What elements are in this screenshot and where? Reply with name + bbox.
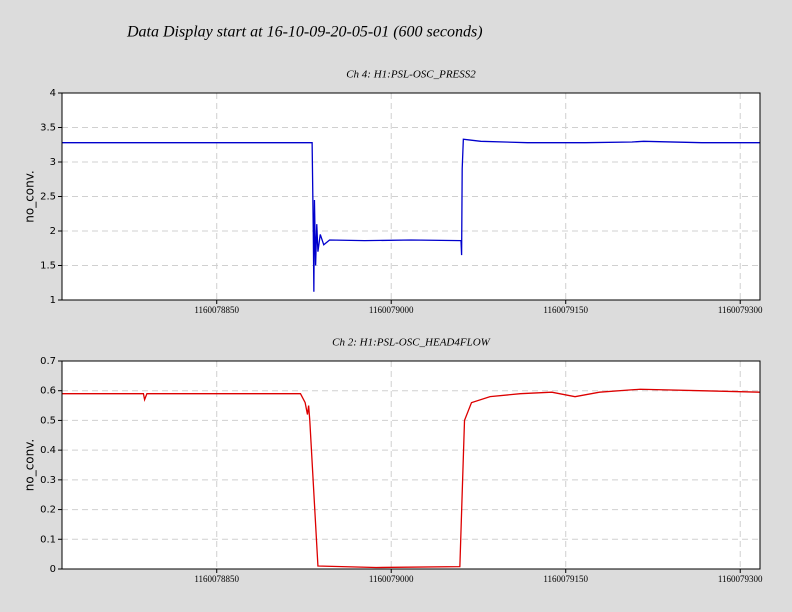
y-axis-label: no_conv. [23, 170, 37, 222]
y-tick-label: 1 [50, 295, 56, 306]
y-tick-label: 3 [50, 157, 56, 168]
x-tick-label: 1160079000 [369, 574, 414, 584]
y-tick-label: 2 [50, 226, 56, 237]
y-tick-label: 0 [50, 564, 56, 575]
y-tick-label: 0.4 [40, 445, 56, 456]
y-tick-label: 2.5 [40, 192, 56, 203]
y-tick-label: 0.7 [40, 356, 56, 367]
y-tick-label: 0.6 [40, 386, 56, 397]
x-tick-label: 1160079150 [543, 305, 588, 315]
y-tick-label: 4 [50, 88, 56, 99]
page-title: Data Display start at 16-10-09-20-05-01 … [126, 24, 483, 41]
chart-title: Ch 2: H1:PSL-OSC_HEAD4FLOW [332, 337, 490, 349]
x-tick-label: 1160079000 [369, 305, 414, 315]
x-tick-label: 1160078850 [194, 574, 239, 584]
chart-title: Ch 4: H1:PSL-OSC_PRESS2 [346, 69, 476, 81]
plot-frame [61, 92, 761, 301]
x-tick-label: 1160078850 [194, 305, 239, 315]
x-tick-label: 1160079300 [718, 574, 763, 584]
y-tick-label: 0.5 [40, 415, 56, 426]
y-tick-label: 0.2 [40, 505, 56, 516]
y-axis-label: no_conv. [23, 439, 37, 491]
y-tick-label: 0.1 [40, 534, 56, 545]
y-tick-label: 0.3 [40, 475, 56, 486]
plot-frame [61, 360, 761, 570]
y-tick-label: 1.5 [40, 261, 56, 272]
y-tick-label: 3.5 [40, 123, 56, 134]
plot-area [62, 361, 760, 569]
data-line [62, 138, 760, 292]
x-tick-label: 1160079150 [543, 574, 588, 584]
x-tick-label: 1160079300 [718, 305, 763, 315]
data-line [62, 388, 761, 569]
